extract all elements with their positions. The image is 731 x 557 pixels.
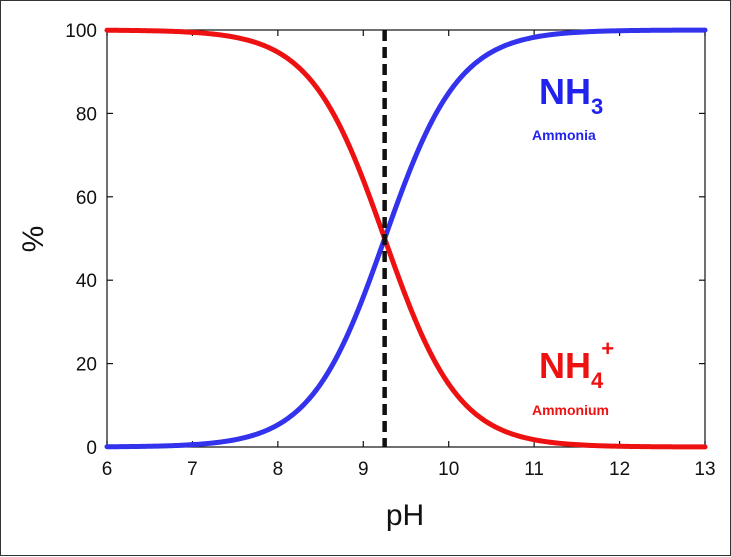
y-tick-label-3: 60 (76, 188, 97, 209)
nh4-formula: NH (539, 345, 591, 386)
x-axis-title: pH (386, 499, 424, 532)
x-tick-label-6: 12 (609, 459, 630, 480)
y-tick-label-4: 80 (76, 104, 97, 125)
y-tick-label-2: 40 (76, 271, 97, 292)
nh4-subscript: 4 (591, 368, 604, 393)
annotations-layer: NH3 Ammonia NH4+ Ammonium pH % (17, 71, 614, 532)
nh4-curve (104, 27, 708, 450)
nh4-label: NH4 + (539, 336, 614, 393)
y-tick-label-1: 20 (76, 355, 97, 376)
nh4-name: Ammonium (532, 402, 609, 418)
nh3-curve (104, 27, 708, 450)
x-tick-label-7: 13 (694, 459, 715, 480)
nh3-formula: NH (539, 71, 591, 112)
x-tick-label-2: 8 (273, 459, 284, 480)
y-tick-label-0: 0 (86, 438, 97, 459)
x-tick-label-4: 10 (438, 459, 459, 480)
y-tick-label-5: 100 (65, 21, 97, 42)
x-tick-label-0: 6 (102, 459, 113, 480)
marks-layer: 6 7 8 9 10 11 12 13 0 20 40 60 80 100 (65, 21, 715, 480)
x-tick-label-3: 9 (358, 459, 369, 480)
plot-border (106, 29, 706, 448)
x-tick-label-1: 7 (187, 459, 198, 480)
y-axis-title: % (17, 226, 50, 253)
nh3-name: Ammonia (532, 127, 596, 143)
nh3-subscript: 3 (591, 94, 603, 119)
x-tick-label-5: 11 (524, 459, 544, 480)
nh4-superscript: + (601, 336, 614, 361)
nh3-label: NH3 (539, 71, 603, 119)
